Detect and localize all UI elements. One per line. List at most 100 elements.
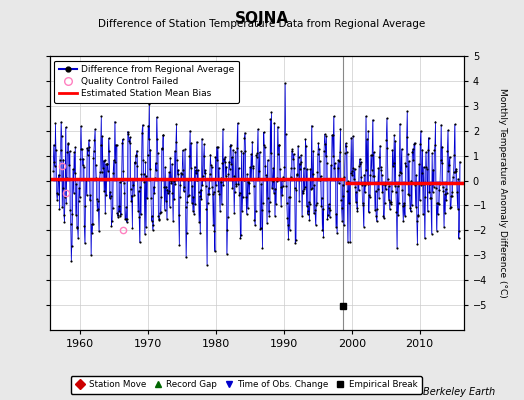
Point xyxy=(141,224,150,230)
Point xyxy=(357,173,366,180)
Point xyxy=(371,207,379,214)
Point xyxy=(80,222,89,229)
Point xyxy=(145,136,153,142)
Point xyxy=(57,147,65,153)
Point xyxy=(73,224,81,231)
Point xyxy=(123,216,132,222)
Point xyxy=(243,171,252,177)
Point xyxy=(212,144,221,150)
Point xyxy=(434,200,442,207)
Point xyxy=(249,165,258,172)
Point xyxy=(185,152,194,159)
Point xyxy=(83,145,91,151)
Point xyxy=(269,190,278,196)
Point xyxy=(160,206,169,213)
Point xyxy=(86,197,94,203)
Point xyxy=(387,200,395,207)
Point xyxy=(236,234,245,241)
Point xyxy=(293,172,302,178)
Point xyxy=(130,159,139,166)
Point xyxy=(377,167,385,173)
Point xyxy=(298,212,306,219)
Point xyxy=(245,190,254,196)
Point xyxy=(345,180,354,186)
Point xyxy=(384,176,392,183)
Point xyxy=(279,183,287,190)
Point xyxy=(293,171,301,177)
Point xyxy=(105,148,113,154)
Point xyxy=(242,194,250,200)
Point xyxy=(229,147,237,153)
Point xyxy=(286,194,294,200)
Point xyxy=(228,185,237,191)
Point xyxy=(126,186,135,192)
Point xyxy=(365,209,373,215)
Point xyxy=(433,200,441,206)
Point xyxy=(352,189,361,195)
Point xyxy=(422,164,431,170)
Point xyxy=(188,182,196,189)
Point xyxy=(168,161,176,167)
Point xyxy=(127,198,135,204)
Point xyxy=(383,145,391,151)
Point xyxy=(134,188,143,194)
Point xyxy=(247,151,255,158)
Point xyxy=(180,188,188,194)
Point xyxy=(369,173,377,179)
Point xyxy=(94,198,102,204)
Point xyxy=(330,164,339,171)
Point xyxy=(62,200,70,206)
Point xyxy=(187,140,195,146)
Point xyxy=(296,160,304,167)
Point xyxy=(58,204,67,210)
Point xyxy=(410,141,418,148)
Point xyxy=(382,137,390,143)
Point xyxy=(101,157,109,163)
Point xyxy=(353,205,361,211)
Point xyxy=(361,189,369,196)
Point xyxy=(221,154,230,160)
Point xyxy=(411,204,420,210)
Point xyxy=(332,223,340,230)
Point xyxy=(104,168,112,174)
Point xyxy=(134,208,142,214)
Point xyxy=(107,222,116,229)
Point xyxy=(213,157,221,163)
Point xyxy=(358,182,366,189)
Point xyxy=(67,220,75,227)
Point xyxy=(94,206,103,212)
Point xyxy=(311,207,319,213)
Point xyxy=(202,183,210,190)
Point xyxy=(355,162,363,169)
Point xyxy=(144,122,152,129)
Point xyxy=(75,185,83,191)
Point xyxy=(414,212,422,218)
Point xyxy=(51,163,59,169)
Point xyxy=(356,161,365,168)
Point xyxy=(441,210,449,216)
Point xyxy=(334,157,342,164)
Point xyxy=(82,177,90,183)
Point xyxy=(366,172,375,178)
Point xyxy=(395,200,403,206)
Point xyxy=(179,166,188,173)
Point xyxy=(350,165,358,171)
Point xyxy=(212,181,220,188)
Point xyxy=(171,181,180,187)
Point xyxy=(144,152,152,158)
Point xyxy=(137,171,146,177)
Point xyxy=(410,140,419,146)
Point xyxy=(287,165,296,171)
Point xyxy=(225,166,234,172)
Point xyxy=(72,181,81,187)
Point xyxy=(166,154,174,161)
Point xyxy=(316,173,325,179)
Point xyxy=(331,160,339,166)
Point xyxy=(435,201,443,208)
Point xyxy=(136,184,145,190)
Point xyxy=(170,196,178,202)
Point xyxy=(326,162,335,169)
Point xyxy=(175,242,183,248)
Point xyxy=(215,190,224,197)
Point xyxy=(82,192,91,198)
